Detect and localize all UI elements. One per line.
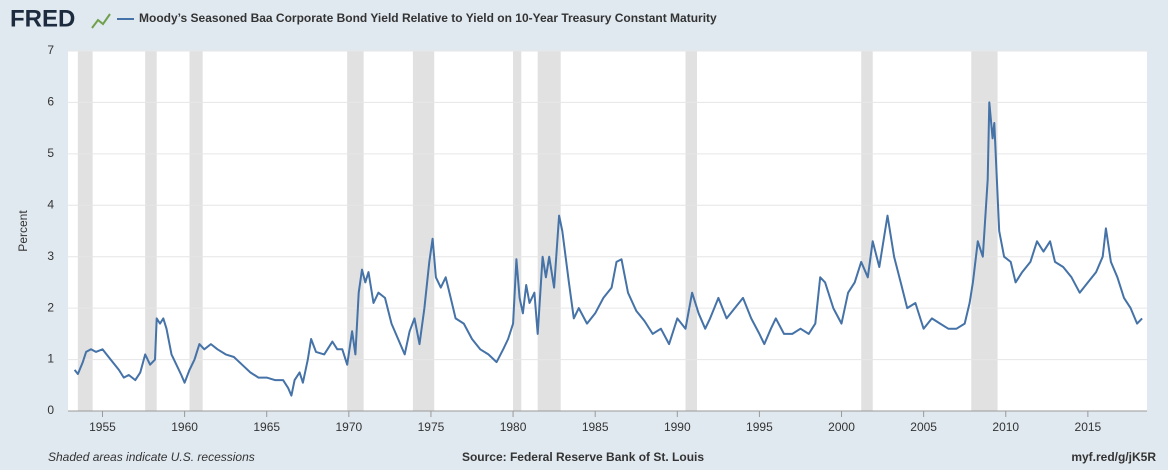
- recession-band: [685, 51, 698, 411]
- x-tick-label: 2015: [1075, 420, 1102, 434]
- x-tick-label: 1985: [582, 420, 609, 434]
- plot-area: [68, 51, 1147, 411]
- y-tick-label: 7: [47, 43, 54, 57]
- y-tick-label: 0: [47, 403, 54, 417]
- recession-band: [861, 51, 873, 411]
- x-tick-label: 1995: [746, 420, 773, 434]
- y-tick-label: 3: [47, 249, 54, 263]
- y-tick-label: 4: [47, 197, 54, 211]
- y-tick-label: 6: [47, 95, 54, 109]
- x-tick-label: 1955: [89, 420, 116, 434]
- y-axis-label: Percent: [16, 210, 30, 252]
- y-tick-label: 2: [47, 300, 54, 314]
- x-tick-label: 1980: [500, 420, 527, 434]
- recession-band: [77, 51, 93, 411]
- y-tick-label: 1: [47, 352, 54, 366]
- legend-label: Moody’s Seasoned Baa Corporate Bond Yiel…: [139, 11, 717, 25]
- recession-band: [513, 51, 522, 411]
- x-tick-label: 1965: [253, 420, 280, 434]
- x-tick-label: 2005: [910, 420, 937, 434]
- x-tick-label: 1970: [335, 420, 362, 434]
- recession-band: [412, 51, 435, 411]
- notes: Shaded areas indicate U.S. recessions: [48, 450, 255, 464]
- x-tick-label: 1990: [664, 420, 691, 434]
- series-line: [73, 101, 1143, 397]
- y-tick-label: 5: [47, 146, 54, 160]
- x-tick-label: 2010: [992, 420, 1019, 434]
- recession-band: [145, 51, 157, 411]
- logo: FRED: [10, 5, 75, 32]
- x-tick-label: 2000: [828, 420, 855, 434]
- logo-icon: [91, 13, 111, 29]
- recession-band: [189, 51, 203, 411]
- recession-band: [347, 51, 364, 411]
- x-tick-label: 1960: [171, 420, 198, 434]
- recession-band: [537, 51, 561, 411]
- x-tick-label: 1975: [418, 420, 445, 434]
- link[interactable]: myf.red/g/jK5R: [1071, 450, 1156, 464]
- source: Source: Federal Reserve Bank of St. Loui…: [462, 450, 704, 464]
